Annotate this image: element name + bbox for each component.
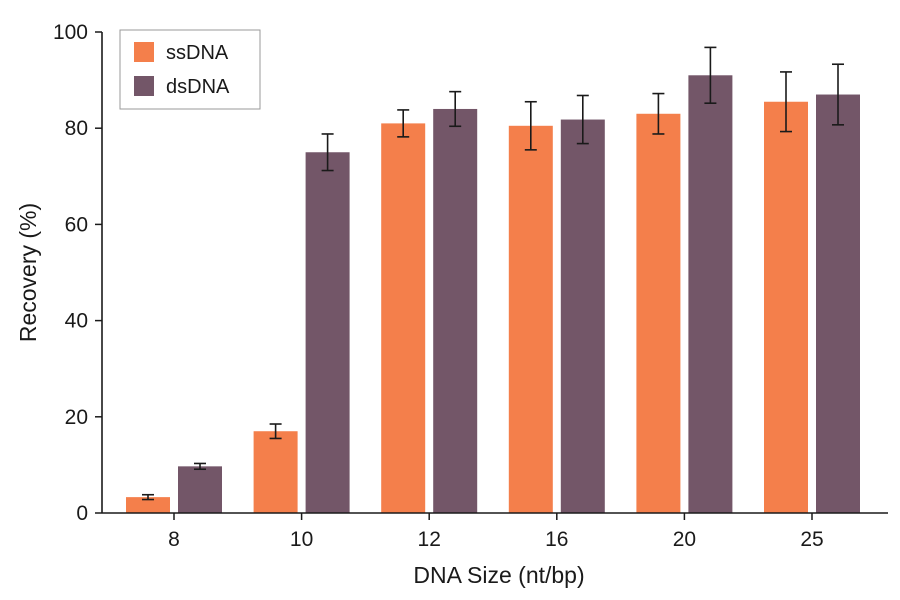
bar-ssdna-12 bbox=[381, 123, 426, 513]
bar-dsdna-8 bbox=[178, 466, 222, 513]
y-tick-label: 20 bbox=[65, 406, 88, 429]
y-tick-label: 80 bbox=[65, 117, 88, 140]
error-bar-dsdna-25 bbox=[832, 63, 844, 126]
x-axis-title: DNA Size (nt/bp) bbox=[413, 562, 584, 588]
bar-dsdna-20 bbox=[688, 75, 733, 513]
legend-label-ssdna: ssDNA bbox=[166, 42, 229, 64]
x-ticks: 8 10 12 16 20 25 bbox=[168, 513, 824, 551]
x-tick-label: 20 bbox=[673, 528, 696, 551]
y-tick-label: 40 bbox=[65, 310, 88, 333]
x-tick-label: 10 bbox=[290, 528, 313, 551]
y-tick-label: 60 bbox=[65, 213, 88, 236]
error-bar-ssdna-16 bbox=[524, 100, 537, 151]
legend-swatch-ssdna bbox=[134, 42, 154, 62]
error-bar-dsdna-8 bbox=[194, 462, 206, 471]
bar-dsdna-10 bbox=[305, 152, 350, 513]
axes: 0 20 40 60 80 100 8 10 12 16 20 25 bbox=[53, 21, 888, 551]
error-bar-dsdna-16 bbox=[576, 94, 589, 145]
error-bar-dsdna-20 bbox=[704, 46, 717, 104]
x-tick-label: 16 bbox=[545, 528, 568, 551]
error-bar-ssdna-20 bbox=[652, 92, 665, 135]
legend-label-dsdna: dsDNA bbox=[166, 76, 230, 98]
error-bar-dsdna-10 bbox=[321, 133, 334, 172]
bar-ssdna-25 bbox=[764, 101, 808, 514]
bar-ssdna-20 bbox=[636, 113, 681, 514]
bar-ssdna-16 bbox=[508, 125, 553, 514]
x-tick-label: 12 bbox=[418, 528, 441, 551]
error-bar-dsdna-12 bbox=[449, 90, 462, 128]
bar-dsdna-25 bbox=[816, 94, 860, 513]
bar-dsdna-12 bbox=[433, 108, 478, 514]
error-bar-ssdna-12 bbox=[397, 109, 410, 138]
legend: ssDNA dsDNA bbox=[119, 29, 261, 110]
bar-dsdna-16 bbox=[560, 119, 605, 514]
x-tick-label: 8 bbox=[168, 528, 180, 551]
y-ticks: 0 20 40 60 80 100 bbox=[53, 21, 102, 525]
error-bar-ssdna-8 bbox=[142, 493, 154, 501]
legend-swatch-dsdna bbox=[134, 76, 154, 96]
bar-ssdna-8 bbox=[126, 497, 170, 513]
error-bar-ssdna-10 bbox=[269, 423, 282, 440]
y-axis-title: Recovery (%) bbox=[15, 203, 41, 342]
bar-ssdna-10 bbox=[253, 431, 298, 513]
y-tick-label: 0 bbox=[76, 502, 88, 525]
error-bar-ssdna-25 bbox=[780, 71, 792, 133]
x-tick-label: 25 bbox=[800, 528, 823, 551]
y-tick-label: 100 bbox=[53, 21, 88, 44]
plot-area bbox=[126, 46, 860, 514]
